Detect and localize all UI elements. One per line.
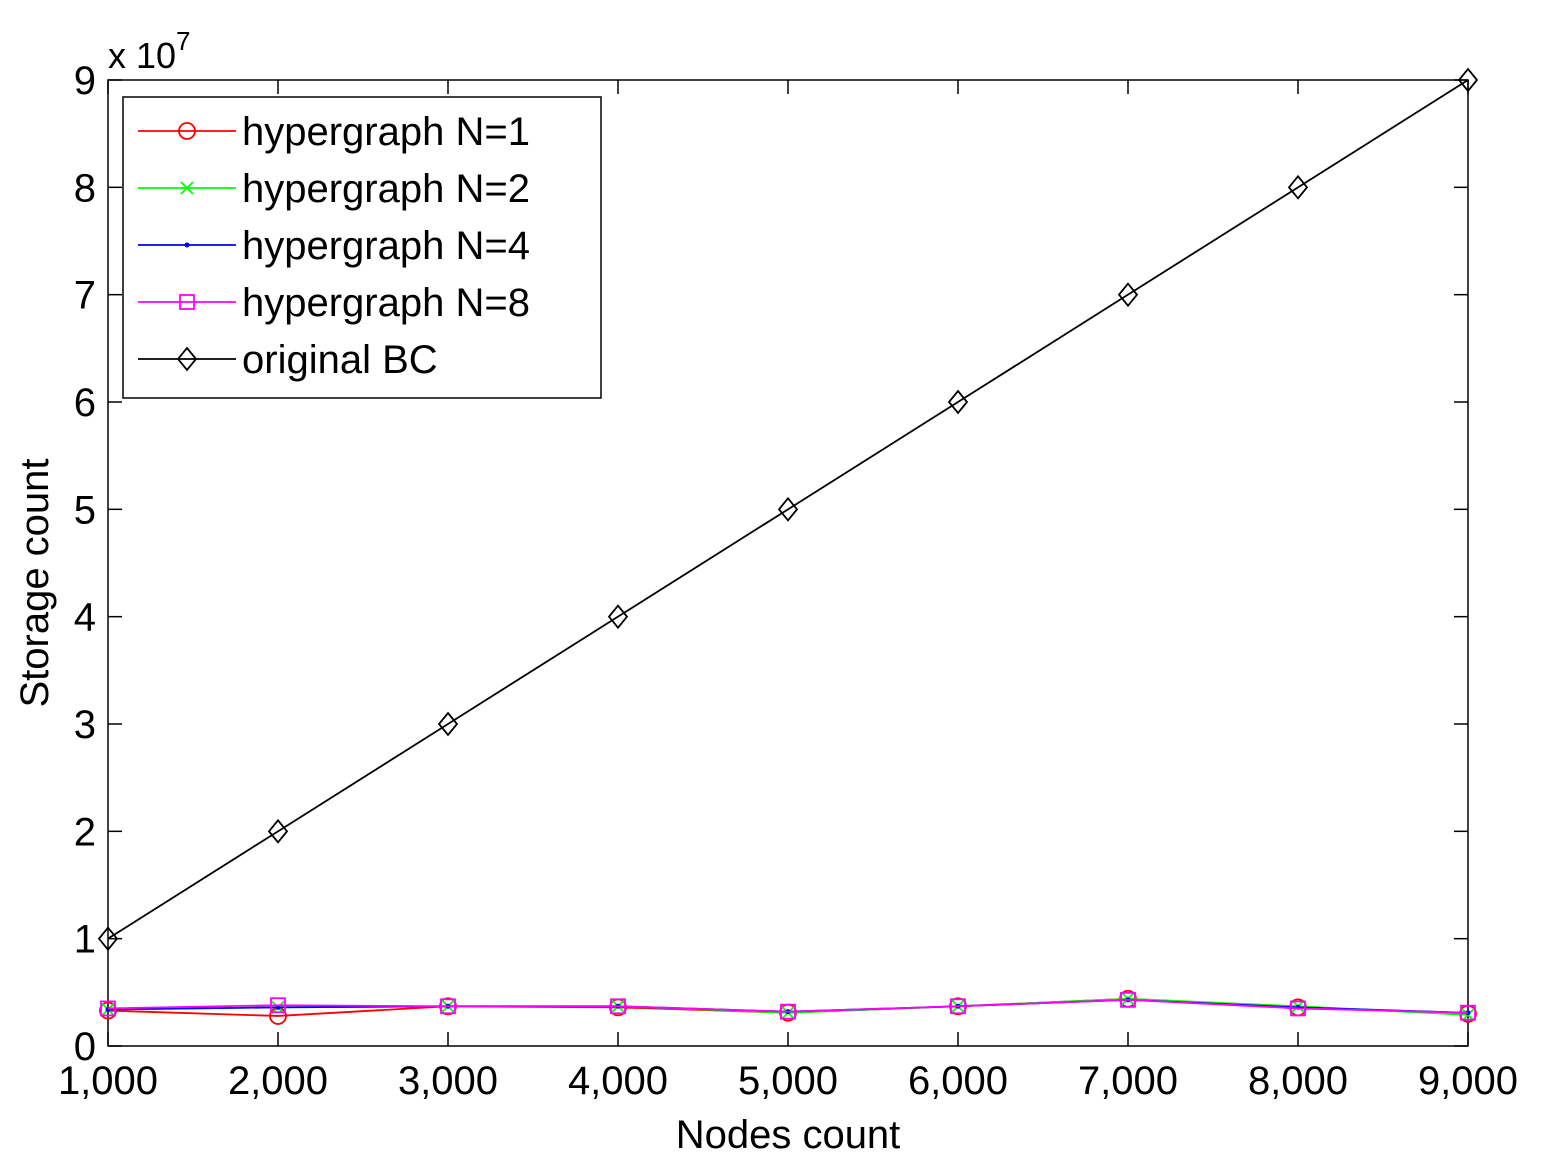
y-tick-label: 5	[74, 488, 96, 532]
data-point	[270, 997, 286, 1014]
series-original-bc	[97, 67, 1479, 952]
data-point	[1120, 991, 1136, 1008]
data-point	[1290, 1000, 1306, 1017]
y-axis-exponent-power: 7	[176, 26, 190, 56]
data-point	[176, 346, 198, 372]
y-axis-title: Storage count	[13, 458, 57, 707]
legend-item: hypergraph N=4	[138, 224, 530, 268]
y-tick-label: 1	[74, 918, 96, 962]
legend-item: original BC	[138, 338, 438, 382]
data-point	[1117, 282, 1139, 308]
x-tick-label: 8,000	[1248, 1059, 1348, 1103]
legend-item: hypergraph N=1	[138, 110, 530, 154]
data-point	[1287, 174, 1309, 200]
legend-box	[122, 96, 602, 399]
y-tick-label: 4	[74, 596, 96, 640]
legend-label: hypergraph N=8	[242, 281, 530, 325]
data-point	[178, 122, 196, 140]
y-tick-label: 0	[74, 1025, 96, 1069]
x-tick-label: 9,000	[1418, 1059, 1518, 1103]
data-point	[1460, 1004, 1476, 1021]
data-point	[267, 818, 289, 844]
legend-label: hypergraph N=2	[242, 167, 530, 211]
y-axis-exponent-base: x 10	[108, 35, 176, 76]
legend-label: hypergraph N=4	[242, 224, 530, 268]
data-point	[1457, 67, 1479, 93]
series-line	[107, 79, 1469, 940]
x-tick-label: 4,000	[568, 1059, 668, 1103]
x-tick-label: 6,000	[908, 1059, 1008, 1103]
data-point	[100, 1000, 116, 1017]
y-tick-label: 9	[74, 59, 96, 103]
y-axis: 0 1 2 3 4 5 6 7 8 9	[74, 59, 1468, 1069]
data-point	[777, 496, 799, 522]
y-tick-label: 7	[74, 274, 96, 318]
x-axis-title: Nodes count	[676, 1113, 901, 1157]
y-tick-label: 6	[74, 381, 96, 425]
data-point	[437, 711, 459, 737]
legend-label: hypergraph N=1	[242, 110, 530, 154]
legend: hypergraph N=1 hypergraph N=2 hypergraph N…	[122, 96, 602, 399]
legend-label: original BC	[242, 338, 438, 382]
series-line	[107, 998, 1469, 1014]
data-point	[179, 294, 195, 310]
data-point	[610, 998, 626, 1015]
x-tick-label: 2,000	[228, 1059, 328, 1103]
y-tick-label: 3	[74, 703, 96, 747]
data-point	[947, 389, 969, 415]
x-tick-label: 3,000	[398, 1059, 498, 1103]
data-point	[950, 998, 966, 1015]
y-tick-label: 8	[74, 166, 96, 210]
legend-item: hypergraph N=8	[138, 281, 530, 325]
data-point	[440, 998, 456, 1015]
x-tick-label: 7,000	[1078, 1059, 1178, 1103]
y-tick-label: 2	[74, 810, 96, 854]
series-hypergraph-n-8	[100, 991, 1476, 1021]
data-point	[97, 926, 119, 952]
data-point	[780, 1003, 796, 1020]
data-point	[99, 1001, 117, 1020]
x-axis: 1,000 2,000 3,000 4,000 5,000 6,000 7,000 8,000…	[58, 80, 1518, 1103]
data-point	[184, 242, 190, 248]
series-layer	[97, 67, 1479, 1025]
data-point	[607, 604, 629, 630]
x-tick-label: 1,000	[58, 1059, 158, 1103]
legend-item: hypergraph N=2	[138, 167, 530, 211]
y-axis-exponent: x 107	[108, 26, 191, 76]
data-point	[180, 181, 194, 195]
x-tick-label: 5,000	[738, 1059, 838, 1103]
